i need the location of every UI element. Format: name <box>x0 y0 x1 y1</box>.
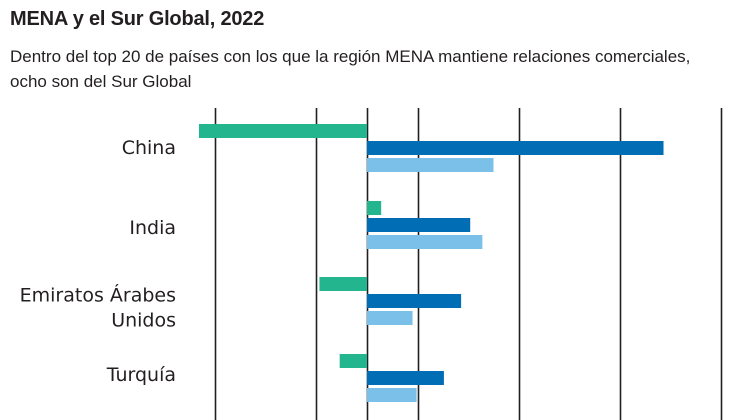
bar-series_1-0 <box>199 124 367 138</box>
category-label: China <box>122 137 176 159</box>
chart-subtitle: Dentro del top 20 de países con los que … <box>10 47 691 91</box>
chart-title: MENA y el Sur Global, 2022 <box>10 8 265 30</box>
bar-series_1-1 <box>367 201 382 215</box>
bar-series_3-3 <box>367 388 417 402</box>
bar-series_3-1 <box>367 235 483 249</box>
bar-series_1-3 <box>339 354 367 368</box>
category-label: Emiratos Árabes <box>20 284 176 307</box>
bars <box>199 124 664 402</box>
bar-series_3-0 <box>367 158 494 172</box>
category-label: Unidos <box>111 310 176 332</box>
bar-series_3-2 <box>367 311 413 325</box>
category-label: India <box>129 217 176 239</box>
bar-series_2-2 <box>367 294 462 308</box>
bar-series_1-2 <box>319 277 367 291</box>
category-labels: China India Emiratos Árabes Unidos Turquía <box>20 137 176 386</box>
gridlines <box>214 108 723 420</box>
bar-series_2-1 <box>367 218 471 232</box>
bar-series_2-0 <box>367 141 664 155</box>
category-label: Turquía <box>106 364 176 386</box>
bar-series_2-3 <box>367 371 444 385</box>
